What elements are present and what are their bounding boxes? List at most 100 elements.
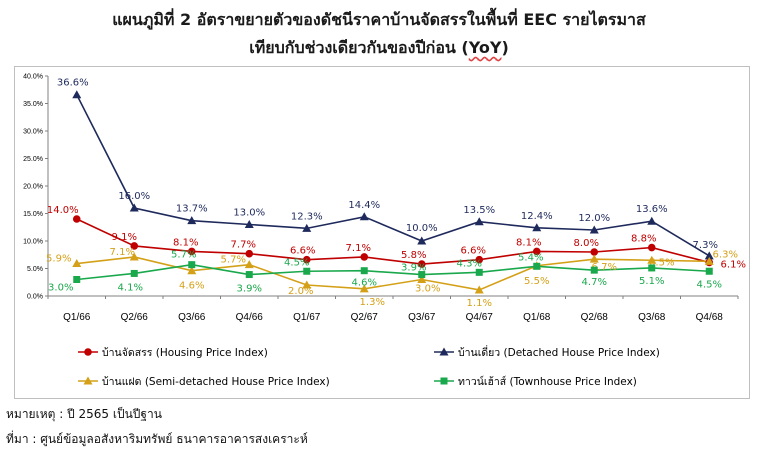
data-point: [474, 285, 484, 294]
data-point: [647, 216, 657, 225]
data-label: 5.4%: [518, 252, 543, 263]
data-label: 5.9%: [46, 254, 71, 265]
data-label: 13.5%: [463, 205, 495, 216]
data-point: [417, 275, 427, 283]
data-label: 1.3%: [360, 297, 385, 308]
data-point: [647, 243, 656, 252]
data-point: [244, 220, 254, 228]
data-point: [360, 267, 368, 275]
x-tick-label: Q2/67: [351, 312, 379, 323]
data-point: [648, 264, 656, 272]
data-label: 9.1%: [112, 232, 137, 243]
data-point: [475, 268, 483, 276]
data-label: 4.6%: [179, 281, 204, 292]
data-point: [188, 261, 196, 269]
source-note: ที่มา : ศูนย์ข้อมูลอสังหาริมทรัพย์ ธนาคา…: [6, 432, 308, 446]
y-tick-label: 5.0%: [27, 266, 43, 273]
series-line-1: [76, 94, 710, 257]
data-label: 8.0%: [574, 238, 599, 249]
x-tick-label: Q1/67: [293, 312, 321, 323]
y-tick-label: 0.0%: [27, 294, 43, 301]
y-tick-label: 35.0%: [23, 101, 43, 108]
data-point: [302, 223, 312, 232]
x-tick-label: Q3/68: [638, 312, 666, 323]
y-tick-label: 20.0%: [23, 184, 43, 191]
data-label: 6.5%: [649, 257, 674, 268]
data-label: 12.3%: [291, 211, 323, 222]
data-label: 1.1%: [467, 298, 492, 309]
data-point: [589, 254, 599, 263]
legend-label: บ้านจัดสรร (Housing Price Index): [102, 347, 268, 359]
data-label: 3.9%: [237, 284, 262, 295]
data-point: [244, 260, 254, 269]
legend-marker: [439, 347, 449, 356]
data-label: 14.4%: [348, 200, 380, 211]
title-yoy: YoY: [468, 38, 502, 57]
data-point: [245, 271, 253, 279]
footnote: หมายเหตุ : ปี 2565 เป็นปีฐาน: [6, 407, 162, 421]
data-point: [303, 267, 311, 275]
data-point: [187, 216, 197, 225]
data-point: [129, 203, 139, 212]
legend-marker: [440, 377, 448, 385]
data-point: [704, 256, 714, 265]
series-line-3: [76, 263, 710, 281]
data-label: 3.9%: [401, 263, 426, 274]
x-tick-label: Q1/68: [523, 312, 551, 323]
data-point: [73, 276, 81, 283]
data-label: 4.6%: [352, 278, 377, 289]
data-point: [704, 251, 714, 260]
data-label: 13.7%: [176, 204, 208, 215]
legend-marker: [84, 348, 92, 356]
data-label: 4.5%: [697, 279, 722, 290]
legend-marker: [83, 376, 93, 385]
y-tick-label: 30.0%: [23, 129, 43, 136]
title-line2-suffix: ): [501, 38, 509, 57]
title-line2-prefix: เทียบกับช่วงเดียวกันของปีก่อน (: [249, 38, 469, 57]
data-label: 5.1%: [639, 276, 664, 287]
data-point: [590, 266, 598, 274]
data-label: 13.6%: [636, 204, 668, 215]
data-label: 2.0%: [288, 286, 313, 297]
legend-label: บ้านแฝด (Semi-detached House Price Index…: [102, 376, 330, 388]
data-label: 4.1%: [118, 282, 143, 293]
x-tick-label: Q4/67: [466, 312, 494, 323]
x-tick-label: Q3/66: [178, 312, 206, 323]
data-point: [72, 259, 82, 268]
data-label: 7.7%: [231, 240, 256, 251]
data-point: [130, 242, 139, 250]
data-label: 10.0%: [406, 223, 438, 234]
data-point: [72, 90, 82, 99]
data-point: [302, 255, 311, 264]
data-label: 3.0%: [48, 283, 73, 294]
data-point: [360, 253, 369, 261]
data-label: 5.7%: [171, 250, 196, 261]
data-point: [417, 260, 426, 268]
data-label: 16.0%: [118, 191, 150, 202]
data-label: 7.1%: [110, 247, 135, 258]
data-point: [589, 225, 599, 234]
data-label: 6.7%: [592, 262, 617, 273]
data-point: [417, 236, 427, 245]
x-tick-label: Q2/66: [121, 312, 149, 323]
data-point: [705, 267, 713, 275]
data-point: [359, 284, 369, 293]
chart-title-line1: แผนภูมิที่ 2 อัตราขยายตัวของดัชนีราคาบ้า…: [112, 10, 646, 29]
y-tick-label: 40.0%: [23, 74, 43, 81]
data-label: 8.1%: [173, 237, 198, 248]
data-label: 5.7%: [221, 255, 246, 266]
data-label: 14.0%: [47, 205, 79, 216]
data-point: [418, 271, 426, 279]
legend-label: ทาวน์เฮ้าส์ (Townhouse Price Index): [458, 375, 637, 388]
data-point: [590, 248, 599, 256]
data-point: [302, 280, 312, 289]
data-label: 4.7%: [582, 277, 607, 288]
x-tick-label: Q1/66: [63, 312, 91, 323]
data-point: [532, 223, 542, 232]
y-tick-label: 15.0%: [23, 211, 43, 218]
data-label: 5.8%: [401, 250, 426, 261]
data-label: 7.1%: [346, 243, 371, 254]
y-tick-label: 25.0%: [23, 156, 43, 163]
data-label: 8.1%: [516, 237, 541, 248]
